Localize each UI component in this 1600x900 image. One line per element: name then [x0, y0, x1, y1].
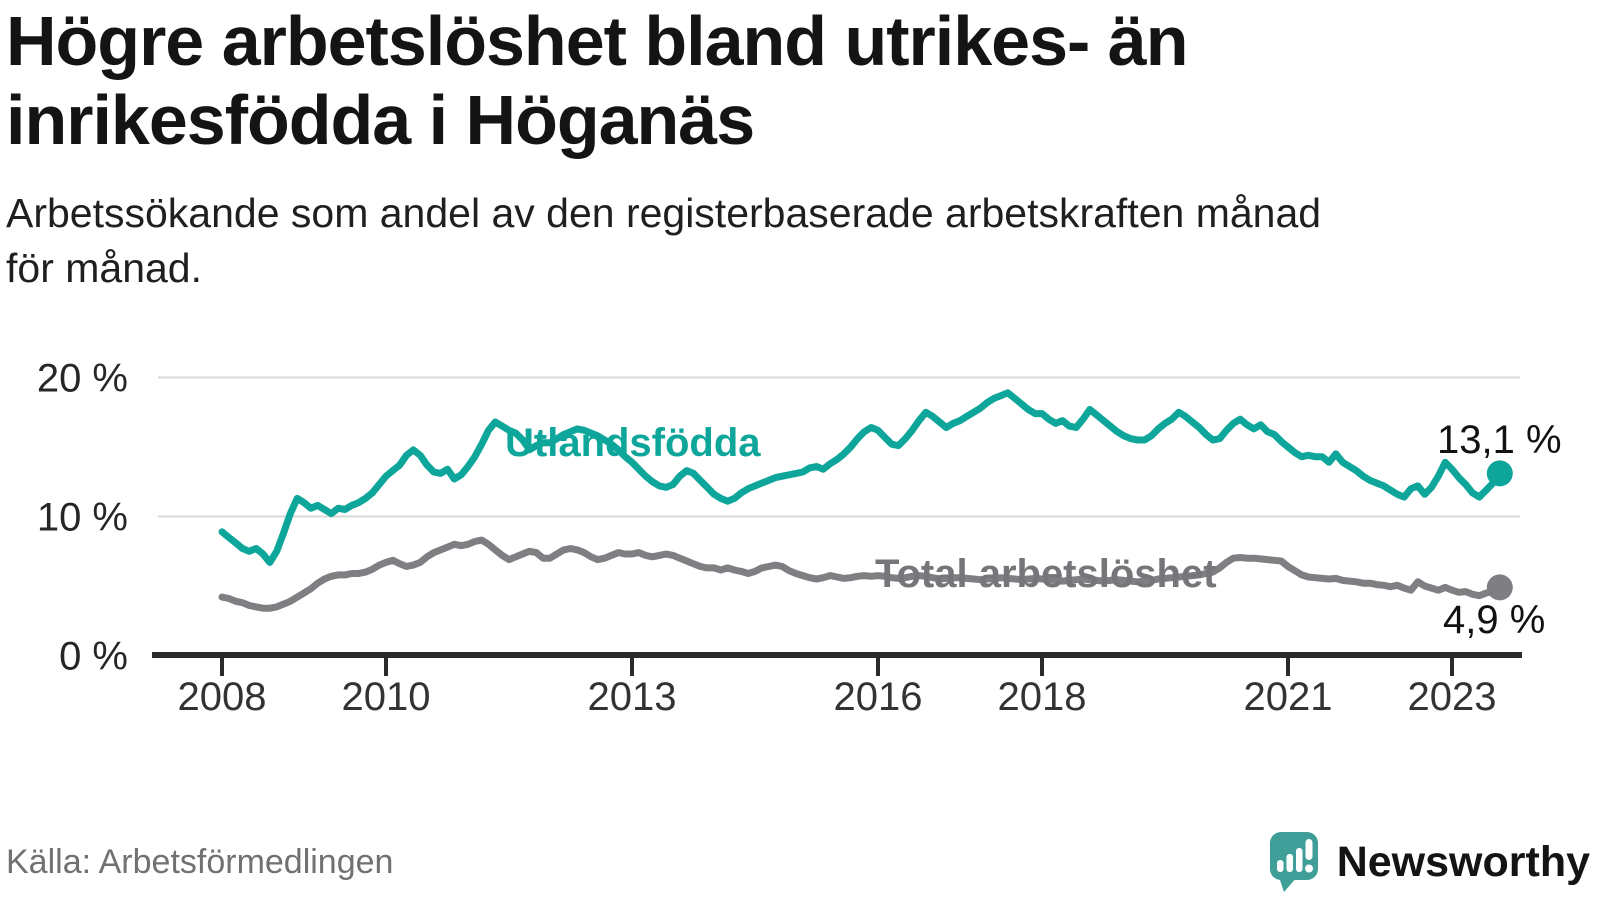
series-line-0: [218, 389, 1504, 566]
y-axis-label-20: 20 %: [37, 357, 128, 401]
subtitle-line-1: Arbetssökande som andel av den registerb…: [6, 190, 1322, 236]
x-axis-label-2023: 2023: [1408, 675, 1497, 719]
y-axis-label-0: 0 %: [59, 635, 128, 679]
end-value-label-utlandsfodda: 13,1 %: [1437, 418, 1562, 462]
newsworthy-wordmark: Newsworthy: [1336, 837, 1590, 886]
series-label-utlandsfodda: Utlandsfödda: [505, 421, 761, 465]
end-value-label-total: 4,9 %: [1443, 598, 1546, 642]
x-axis-label-2016: 2016: [834, 675, 923, 719]
page-title: Högre arbetslöshet bland utrikes- än inr…: [6, 2, 1566, 160]
series-line-1: [218, 536, 1504, 612]
series-endpoint-dot-1: [1486, 574, 1513, 601]
title-line-1: Högre arbetslöshet bland utrikes- än: [6, 2, 1188, 80]
newsworthy-logo-icon: [1269, 832, 1318, 892]
source-attribution: Källa: Arbetsförmedlingen: [6, 843, 394, 881]
x-axis-label-2021: 2021: [1244, 675, 1333, 719]
chart-subtitle: Arbetssökande som andel av den registerb…: [6, 186, 1566, 295]
series-endpoint-dot-0: [1486, 460, 1513, 487]
x-axis-label-2013: 2013: [588, 675, 677, 719]
x-axis-label-2008: 2008: [178, 675, 267, 719]
x-axis-label-2018: 2018: [998, 675, 1087, 719]
newsworthy-brand: Newsworthy: [1267, 830, 1590, 894]
y-axis-label-10: 10 %: [37, 496, 128, 540]
series-label-total: Total arbetslöshet: [875, 552, 1217, 596]
x-axis-label-2010: 2010: [342, 675, 431, 719]
title-line-2: inrikesfödda i Höganäs: [6, 81, 755, 160]
subtitle-line-2: för månad.: [6, 244, 202, 291]
